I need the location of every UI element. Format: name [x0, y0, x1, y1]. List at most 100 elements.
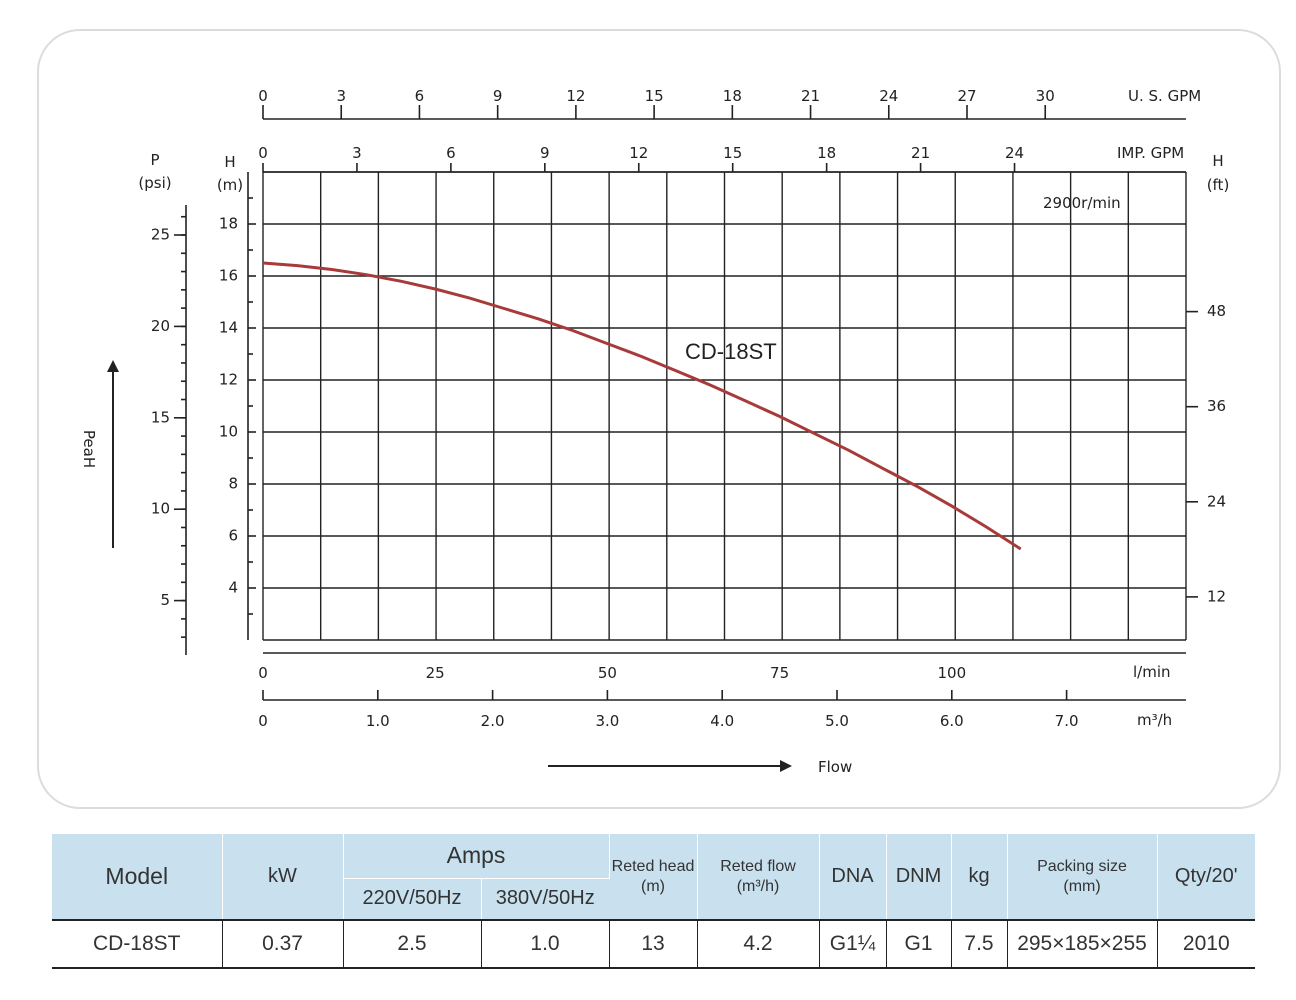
lmin-tick-label: 25 — [426, 664, 445, 682]
us-gpm-tick-label: 30 — [1036, 87, 1055, 105]
imp-gpm-tick-label: 24 — [1005, 144, 1024, 162]
us-gpm-unit: U. S. GPM — [1128, 87, 1201, 105]
curve-model-label: CD-18ST — [685, 339, 777, 364]
m-tick-label: 6 — [228, 527, 238, 545]
psi-tick-label: 25 — [151, 226, 170, 244]
cell-kw: 0.37 — [222, 919, 344, 969]
col-amps-380: 380V/50Hz — [481, 877, 610, 921]
rated-head-label: Reted head — [611, 857, 695, 875]
us-gpm-tick-label: 6 — [415, 87, 425, 105]
cell-dna: G1¼ — [819, 919, 887, 969]
cell-amps-380: 1.0 — [481, 919, 610, 969]
m-tick-label: 14 — [219, 319, 238, 337]
us-gpm-tick-label: 24 — [879, 87, 898, 105]
ft-axis-unit: (ft) — [1207, 176, 1230, 194]
flow-arrow-label: Flow — [818, 758, 852, 776]
cell-rated-head: 13 — [609, 919, 698, 969]
lmin-tick-label: 75 — [770, 664, 789, 682]
psi-axis-unit: (psi) — [138, 174, 171, 192]
m-axis-letter: H — [224, 153, 235, 171]
m3h-tick-label: 4.0 — [710, 712, 734, 730]
m3h-tick-label: 3.0 — [595, 712, 619, 730]
ft-tick-label: 36 — [1207, 397, 1226, 415]
lmin-unit: l/min — [1133, 663, 1171, 681]
ft-tick-label: 24 — [1207, 492, 1226, 510]
m3h-tick-label: 1.0 — [366, 712, 390, 730]
psi-tick-label: 20 — [151, 317, 170, 335]
series-line — [262, 261, 1022, 551]
ft-tick-label: 12 — [1207, 587, 1226, 605]
m-tick-label: 18 — [219, 215, 238, 233]
chart-axes — [185, 118, 1186, 701]
col-kg: kg — [951, 834, 1008, 921]
col-qty: Qty/20' — [1157, 834, 1256, 921]
col-amps-220: 220V/50Hz — [343, 877, 482, 921]
col-dna: DNA — [819, 834, 887, 921]
m3h-tick-label: 0 — [258, 712, 268, 730]
m-tick-label: 16 — [219, 267, 238, 285]
psi-tick-label: 15 — [151, 408, 170, 426]
head-arrow-label: PeaH — [80, 430, 98, 468]
ft-axis-letter: H — [1212, 152, 1223, 170]
cell-kg: 7.5 — [951, 919, 1008, 969]
imp-gpm-tick-label: 18 — [817, 144, 836, 162]
col-rated-head: Reted head (m) — [609, 834, 698, 921]
col-rated-flow: Reted flow (m³/h) — [697, 834, 820, 921]
m-axis-unit: (m) — [217, 176, 243, 194]
us-gpm-tick-label: 9 — [493, 87, 503, 105]
chart-panel — [37, 29, 1281, 809]
ft-tick-label: 48 — [1207, 302, 1226, 320]
m-tick-label: 12 — [219, 371, 238, 389]
spec-table: Model kW Amps Reted head (m) Reted flow … — [52, 834, 1256, 969]
imp-gpm-tick-label: 12 — [629, 144, 648, 162]
psi-tick-label: 5 — [160, 591, 170, 609]
psi-tick-label: 10 — [151, 500, 170, 518]
cell-amps-220: 2.5 — [343, 919, 482, 969]
col-kw: kW — [222, 834, 344, 921]
imp-gpm-tick-label: 21 — [911, 144, 930, 162]
cell-packing: 295×185×255 — [1007, 919, 1158, 969]
us-gpm-tick-label: 27 — [957, 87, 976, 105]
rated-flow-label: Reted flow — [720, 857, 796, 875]
us-gpm-tick-label: 18 — [723, 87, 742, 105]
m-tick-label: 4 — [228, 579, 238, 597]
m3h-tick-label: 7.0 — [1055, 712, 1079, 730]
packing-label: Packing size — [1037, 857, 1127, 875]
m3h-tick-label: 2.0 — [481, 712, 505, 730]
rated-flow-unit: (m³/h) — [736, 877, 780, 895]
m3h-tick-label: 6.0 — [940, 712, 964, 730]
imp-gpm-unit: IMP. GPM — [1117, 144, 1184, 162]
us-gpm-tick-label: 3 — [336, 87, 346, 105]
us-gpm-tick-label: 12 — [566, 87, 585, 105]
m3h-unit: m³/h — [1137, 711, 1172, 729]
imp-gpm-tick-label: 6 — [446, 144, 456, 162]
us-gpm-tick-label: 21 — [801, 87, 820, 105]
cell-model: CD-18ST — [52, 919, 223, 969]
packing-unit: (mm) — [1063, 877, 1101, 895]
imp-gpm-tick-label: 9 — [540, 144, 550, 162]
col-model: Model — [52, 834, 223, 921]
m3h-tick-label: 5.0 — [825, 712, 849, 730]
col-amps: Amps — [343, 834, 610, 879]
performance-curves — [262, 261, 1022, 551]
m-tick-label: 8 — [228, 475, 238, 493]
table-row: CD-18ST 0.37 2.5 1.0 13 4.2 G1¼ G1 7.5 2… — [52, 919, 1256, 969]
col-dnm: DNM — [886, 834, 952, 921]
lmin-tick-label: 50 — [598, 664, 617, 682]
us-gpm-tick-label: 15 — [645, 87, 664, 105]
cell-rated-flow: 4.2 — [697, 919, 820, 969]
us-gpm-tick-label: 0 — [258, 87, 268, 105]
col-packing: Packing size (mm) — [1007, 834, 1158, 921]
cell-qty: 2010 — [1157, 919, 1256, 969]
lmin-tick-label: 0 — [258, 664, 268, 682]
lmin-tick-label: 100 — [937, 664, 966, 682]
imp-gpm-tick-label: 15 — [723, 144, 742, 162]
imp-gpm-tick-label: 0 — [258, 144, 268, 162]
m-tick-label: 10 — [219, 423, 238, 441]
psi-axis-letter: P — [150, 151, 159, 169]
cell-dnm: G1 — [886, 919, 952, 969]
imp-gpm-tick-label: 3 — [352, 144, 362, 162]
speed-label: 2900r/min — [1043, 194, 1121, 212]
